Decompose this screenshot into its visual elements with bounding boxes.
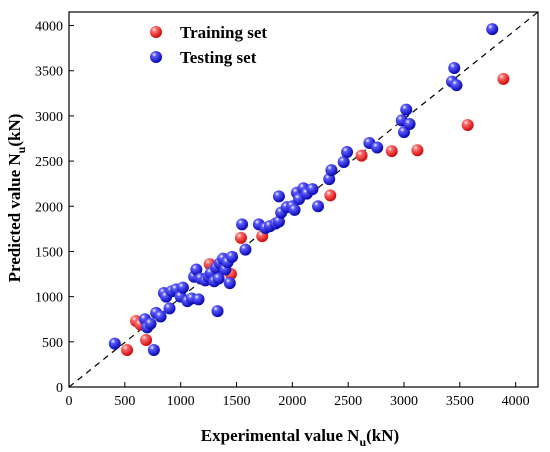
training-point xyxy=(121,343,134,356)
training-point xyxy=(140,334,153,347)
x-axis-title: Experimental value Nu(kN) xyxy=(201,426,399,449)
testing-point xyxy=(211,305,224,318)
testing-point xyxy=(306,183,319,196)
training-point xyxy=(355,149,368,162)
y-tick-label: 1000 xyxy=(35,291,63,306)
x-tick-label: 0 xyxy=(66,394,73,409)
testing-point xyxy=(236,218,249,231)
y-tick-label: 500 xyxy=(42,336,63,351)
y-tick-label: 0 xyxy=(56,381,63,396)
testing-point xyxy=(486,23,499,36)
testing-point xyxy=(272,215,285,228)
legend-marker-testing xyxy=(150,51,162,63)
data-points-layer xyxy=(108,23,510,356)
x-tick-label: 1500 xyxy=(223,394,251,409)
testing-point xyxy=(163,302,176,315)
testing-point xyxy=(176,281,189,294)
legend-label-testing: Testing set xyxy=(180,48,257,67)
testing-point xyxy=(312,200,325,213)
training-point xyxy=(411,144,424,157)
training-point xyxy=(497,72,510,85)
y-axis-ticks: 0 500 1000 1500 2000 2500 3000 3500 4000 xyxy=(35,20,74,396)
y-axis-title: Predicted value Nu(kN) xyxy=(5,114,28,283)
legend-label-training: Training set xyxy=(180,23,267,42)
testing-point xyxy=(190,263,203,276)
testing-point xyxy=(272,190,285,203)
testing-point xyxy=(400,103,413,116)
x-axis-title-unit: (kN) xyxy=(366,426,399,445)
training-point xyxy=(461,118,474,131)
y-tick-label: 3500 xyxy=(35,65,63,80)
plot-frame xyxy=(68,11,539,388)
testing-point xyxy=(144,317,157,330)
legend-marker-training xyxy=(150,26,162,38)
x-axis-title-main: Experimental value N xyxy=(201,426,360,445)
testing-point xyxy=(226,250,239,263)
testing-point xyxy=(323,173,336,186)
y-tick-label: 2000 xyxy=(35,200,63,215)
x-tick-label: 500 xyxy=(114,394,135,409)
x-tick-label: 2500 xyxy=(334,394,362,409)
testing-point xyxy=(325,164,338,177)
training-point xyxy=(324,189,337,202)
training-point xyxy=(234,231,247,244)
training-point xyxy=(385,145,398,158)
y-axis-title-unit: (kN) xyxy=(5,114,24,147)
x-tick-label: 1000 xyxy=(167,394,195,409)
testing-point xyxy=(212,272,225,285)
testing-point xyxy=(337,156,350,168)
legend: Training set Testing set xyxy=(150,23,267,67)
testing-point xyxy=(239,243,252,256)
y-tick-label: 4000 xyxy=(35,20,63,35)
x-axis-title-subscript: u xyxy=(359,435,366,449)
x-tick-label: 3000 xyxy=(390,394,418,409)
testing-point xyxy=(108,337,121,350)
y-tick-label: 3000 xyxy=(35,110,63,125)
testing-point xyxy=(192,293,205,306)
x-tick-label: 3500 xyxy=(446,394,474,409)
y-axis-title-subscript: u xyxy=(14,146,28,153)
x-tick-label: 2000 xyxy=(278,394,306,409)
testing-point xyxy=(147,343,160,356)
y-axis-title-main: Predicted value N xyxy=(5,153,24,283)
testing-point xyxy=(450,79,463,92)
y-tick-label: 2500 xyxy=(35,155,63,170)
testing-point xyxy=(341,146,354,159)
testing-point xyxy=(371,141,384,154)
testing-point xyxy=(403,118,416,131)
testing-point xyxy=(448,62,461,75)
testing-point xyxy=(223,277,236,290)
testing-point xyxy=(288,203,301,216)
x-tick-label: 4000 xyxy=(502,394,530,409)
x-axis-ticks: 0 500 1000 1500 2000 2500 3000 3500 4000 xyxy=(66,382,530,409)
y-tick-label: 1500 xyxy=(35,245,63,260)
testing-point xyxy=(154,310,167,323)
